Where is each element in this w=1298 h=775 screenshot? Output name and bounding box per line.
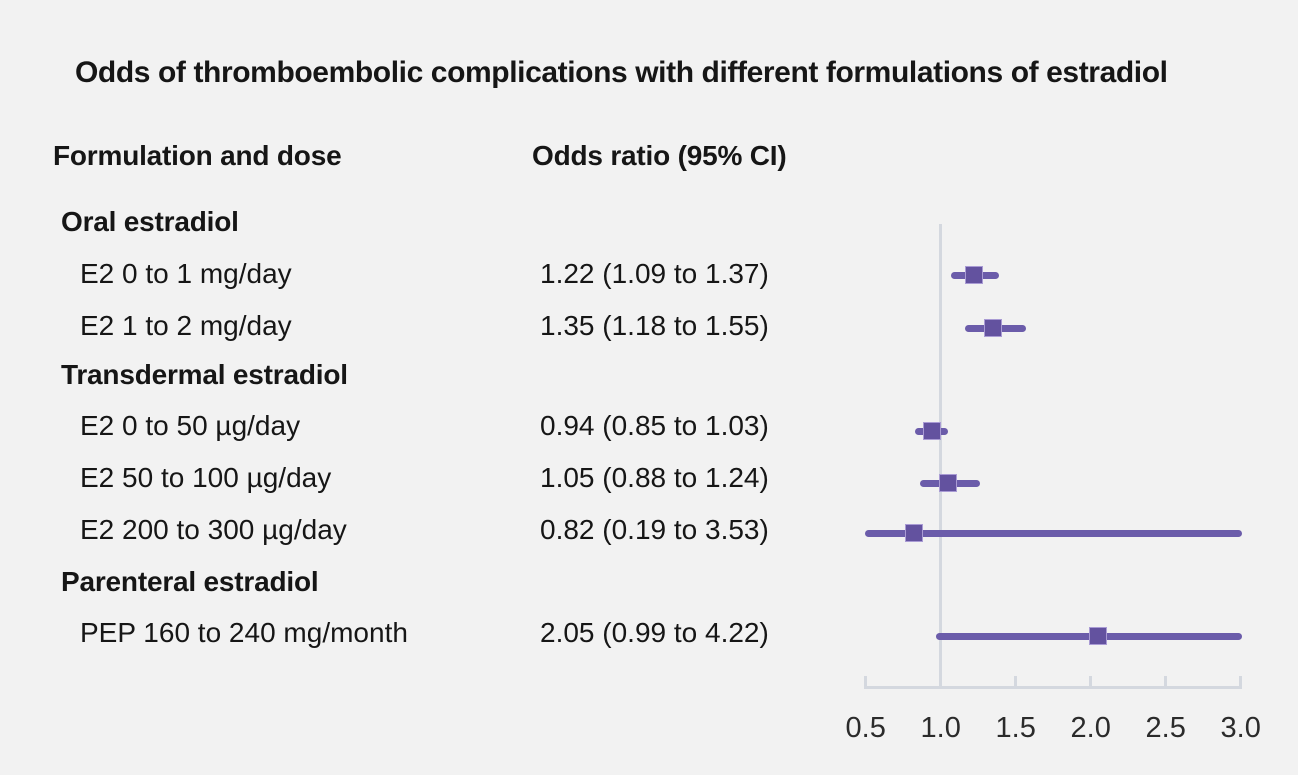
odds-ratio-marker xyxy=(984,319,1003,337)
ci-line xyxy=(936,632,1242,640)
x-tick xyxy=(1239,676,1243,687)
ci-line xyxy=(864,529,1242,537)
x-tick-label: 0.5 xyxy=(845,712,886,744)
odds-ratio-marker xyxy=(904,524,923,542)
odds-ratio-marker xyxy=(922,422,941,440)
group-label: Parenteral estradiol xyxy=(61,566,319,597)
row-odds-ratio-value: 1.35 (1.18 to 1.55) xyxy=(540,310,769,341)
row-label: E2 0 to 1 mg/day xyxy=(80,258,292,289)
row-odds-ratio-value: 0.82 (0.19 to 3.53) xyxy=(540,514,769,545)
column-header-formulation-and-dose: Formulation and dose xyxy=(53,140,342,171)
row-label: E2 200 to 300 µg/day xyxy=(80,514,347,545)
x-tick xyxy=(1089,676,1093,687)
row-odds-ratio-value: 2.05 (0.99 to 4.22) xyxy=(540,617,769,648)
row-label: E2 50 to 100 µg/day xyxy=(80,462,332,493)
x-tick xyxy=(864,676,868,687)
x-tick xyxy=(939,676,943,687)
group-label: Transdermal estradiol xyxy=(61,359,348,390)
x-tick-label: 1.0 xyxy=(920,712,961,744)
odds-ratio-marker xyxy=(939,474,958,492)
row-label: E2 0 to 50 µg/day xyxy=(80,410,301,441)
x-tick-label: 2.0 xyxy=(1070,712,1111,744)
x-tick-label: 1.5 xyxy=(995,712,1036,744)
column-header-odds-ratio: Odds ratio (95% CI) xyxy=(532,140,787,171)
reference-line-1.0 xyxy=(939,224,942,688)
row-odds-ratio-value: 1.22 (1.09 to 1.37) xyxy=(540,258,769,289)
row-label: PEP 160 to 240 mg/month xyxy=(80,617,408,648)
odds-ratio-marker xyxy=(964,266,983,284)
x-tick xyxy=(1164,676,1168,687)
group-label: Oral estradiol xyxy=(61,206,239,237)
row-label: E2 1 to 2 mg/day xyxy=(80,310,292,341)
x-tick-label: 3.0 xyxy=(1220,712,1261,744)
odds-ratio-marker xyxy=(1089,627,1108,645)
x-axis-line xyxy=(864,686,1242,689)
x-tick xyxy=(1014,676,1018,687)
row-odds-ratio-value: 0.94 (0.85 to 1.03) xyxy=(540,410,769,441)
chart-title: Odds of thromboembolic complications wit… xyxy=(75,56,1168,89)
x-tick-label: 2.5 xyxy=(1145,712,1186,744)
row-odds-ratio-value: 1.05 (0.88 to 1.24) xyxy=(540,462,769,493)
